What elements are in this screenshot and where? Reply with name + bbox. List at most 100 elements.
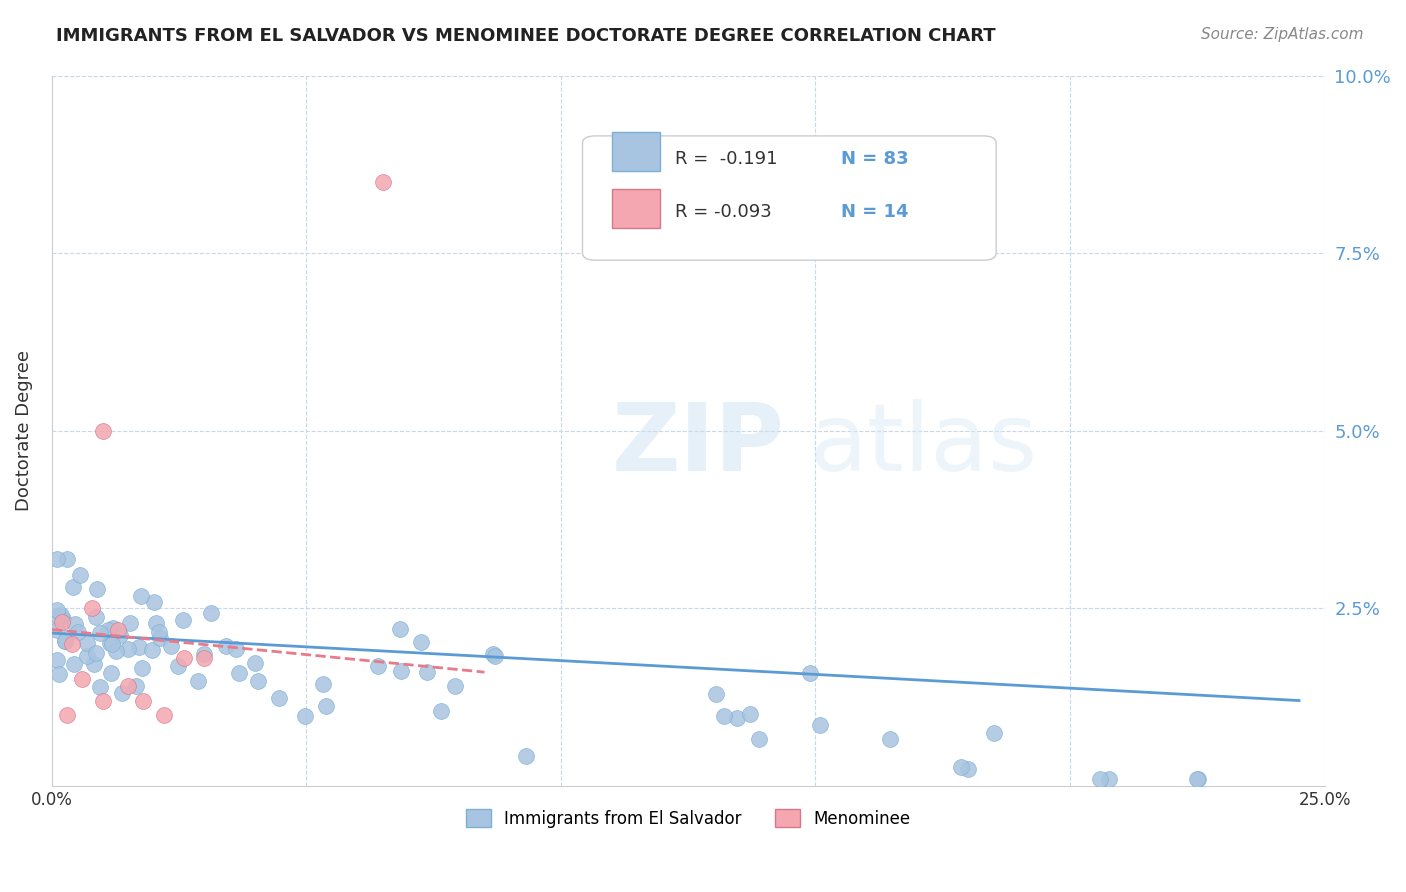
Point (86, 582, 108, 596)
Point (46, 609, 69, 624)
Point (193, 651, 215, 665)
Point (117, 679, 139, 693)
Point (367, 658, 389, 673)
Point (416, 665, 439, 679)
Point (200, 607, 222, 621)
Point (76, 636, 98, 650)
Point (72, 672, 94, 686)
Point (118, 615, 141, 630)
Point (91, 424, 114, 438)
Point (172, 613, 194, 627)
Point (91, 693, 114, 707)
Point (515, 749, 537, 764)
Point (294, 708, 316, 723)
Point (132, 693, 155, 707)
Point (129, 589, 152, 603)
Point (388, 622, 411, 636)
Point (228, 666, 250, 681)
Point (247, 673, 270, 688)
Point (725, 711, 748, 725)
Point (748, 732, 770, 747)
Point (62, 580, 84, 594)
FancyBboxPatch shape (612, 189, 661, 228)
Point (152, 707, 174, 722)
Point (98, 636, 121, 650)
Point (117, 642, 139, 657)
Point (45, 603, 67, 617)
Point (1098, 772, 1121, 786)
FancyBboxPatch shape (612, 132, 661, 171)
Point (60, 637, 83, 651)
Point (82, 601, 104, 615)
Point (713, 709, 735, 723)
FancyBboxPatch shape (582, 136, 997, 260)
Point (484, 648, 506, 663)
Point (111, 685, 134, 699)
Point (49, 607, 72, 622)
Point (97, 623, 120, 637)
Point (187, 673, 209, 688)
Point (52, 612, 75, 626)
Point (56, 551, 79, 566)
Point (104, 644, 127, 658)
Text: ZIP: ZIP (612, 399, 785, 491)
Point (148, 631, 170, 645)
Point (128, 640, 150, 654)
Point (956, 762, 979, 776)
Point (101, 637, 124, 651)
Point (100, 666, 122, 681)
Point (67, 624, 90, 639)
Point (141, 642, 163, 657)
Text: atlas: atlas (808, 399, 1038, 491)
Point (145, 615, 167, 630)
Point (1088, 772, 1111, 786)
Text: R = -0.093: R = -0.093 (675, 203, 772, 221)
Point (950, 760, 973, 774)
Point (110, 628, 132, 642)
Point (799, 666, 821, 681)
Point (53, 634, 76, 648)
Point (215, 639, 238, 653)
Point (101, 621, 124, 635)
Point (48, 666, 70, 681)
Text: N = 14: N = 14 (841, 203, 908, 221)
Point (45, 653, 67, 667)
Point (125, 679, 148, 693)
Point (56, 707, 79, 722)
Point (704, 688, 727, 702)
Text: Source: ZipAtlas.com: Source: ZipAtlas.com (1201, 27, 1364, 42)
Point (1185, 772, 1208, 786)
Text: R =  -0.191: R = -0.191 (675, 150, 778, 168)
Legend: Immigrants from El Salvador, Menominee: Immigrants from El Salvador, Menominee (460, 803, 917, 834)
Point (371, 175, 394, 189)
Point (429, 705, 451, 719)
Point (391, 664, 413, 678)
Point (62, 657, 84, 671)
Point (53, 634, 76, 648)
Point (409, 635, 432, 649)
Point (89, 680, 111, 694)
Point (51, 615, 73, 630)
Text: N = 83: N = 83 (841, 150, 908, 168)
Point (1187, 772, 1209, 786)
Point (879, 732, 901, 747)
Point (173, 651, 195, 665)
Point (315, 698, 337, 713)
Point (46, 624, 69, 638)
Point (83, 657, 105, 671)
Point (84, 610, 107, 624)
Point (269, 691, 291, 706)
Point (193, 647, 215, 661)
Point (983, 726, 1005, 740)
Point (76, 648, 98, 663)
Point (159, 639, 181, 653)
Point (143, 595, 166, 609)
Point (444, 679, 467, 693)
Point (84, 646, 107, 660)
Point (481, 647, 503, 661)
Text: IMMIGRANTS FROM EL SALVADOR VS MENOMINEE DOCTORATE DEGREE CORRELATION CHART: IMMIGRANTS FROM EL SALVADOR VS MENOMINEE… (56, 27, 995, 45)
Point (225, 642, 247, 657)
Point (167, 659, 190, 673)
Point (148, 624, 170, 639)
Point (312, 677, 335, 691)
